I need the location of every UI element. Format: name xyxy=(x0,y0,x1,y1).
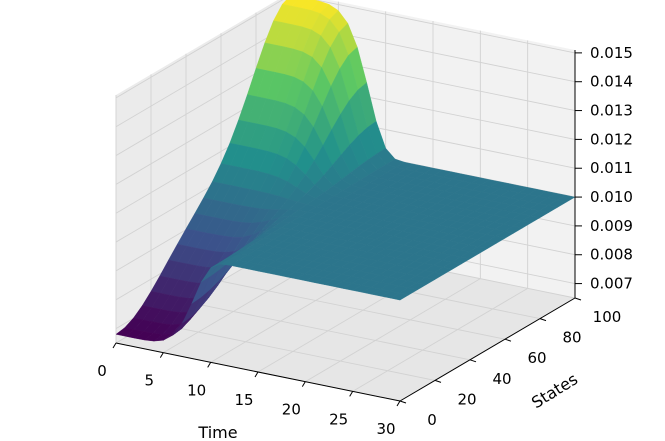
grid-line xyxy=(305,278,481,383)
x-tick xyxy=(112,342,117,349)
tick-labels: 0 5 10 15 20 25 30 0 20 40 60 80 100 0.007 0.008 0.009 0… xyxy=(97,44,633,438)
y-axis-line xyxy=(399,297,576,402)
x-tick-label: 25 xyxy=(329,410,348,428)
z-tick-label: 0.015 xyxy=(590,44,633,62)
x-tick-label: 15 xyxy=(234,391,253,409)
y-axis-label: States xyxy=(528,369,581,412)
grid-line xyxy=(150,321,436,381)
grid-line xyxy=(115,0,284,99)
x-tick-label: 10 xyxy=(187,381,206,399)
x-tick-label: 0 xyxy=(97,362,107,380)
y-tick-label: 20 xyxy=(457,390,476,408)
x-tick xyxy=(349,391,354,397)
z-tick-label: 0.014 xyxy=(590,73,633,91)
z-tick-label: 0.010 xyxy=(590,188,633,206)
z-tick-label: 0.007 xyxy=(590,275,633,293)
y-tick xyxy=(574,297,582,301)
z-tick-label: 0.012 xyxy=(590,130,633,148)
grid-line xyxy=(352,287,528,392)
y-tick xyxy=(504,338,512,342)
y-tick xyxy=(399,400,407,404)
z-tick-label: 0.008 xyxy=(590,246,633,264)
axis-lines xyxy=(112,50,582,407)
y-tick xyxy=(469,359,477,363)
y-tick-label: 80 xyxy=(562,329,581,347)
x-axis-label: Time xyxy=(197,423,237,441)
z-tick-label: 0.011 xyxy=(590,159,633,177)
z-tick-label: 0.009 xyxy=(590,217,633,235)
x-tick-label: 20 xyxy=(282,401,301,419)
z-tick-label: 0.013 xyxy=(590,102,633,120)
x-tick xyxy=(254,371,259,378)
x-tick xyxy=(159,352,164,358)
x-tick-label: 5 xyxy=(145,372,155,390)
grid-line xyxy=(185,301,471,361)
x-tick xyxy=(396,400,401,407)
grid-line xyxy=(115,23,292,128)
y-tick xyxy=(539,318,547,322)
grid-line xyxy=(313,0,576,54)
x-tick xyxy=(301,381,306,387)
y-tick-label: 100 xyxy=(593,308,622,326)
y-tick xyxy=(434,379,442,383)
x-tick-label: 30 xyxy=(376,420,395,438)
y-tick-label: 0 xyxy=(427,411,437,429)
grid-line xyxy=(220,280,506,340)
surface-face xyxy=(389,292,410,301)
x-tick xyxy=(207,362,212,368)
y-tick-label: 60 xyxy=(527,349,546,367)
y-tick-label: 40 xyxy=(492,370,511,388)
surface-mesh xyxy=(115,0,576,342)
